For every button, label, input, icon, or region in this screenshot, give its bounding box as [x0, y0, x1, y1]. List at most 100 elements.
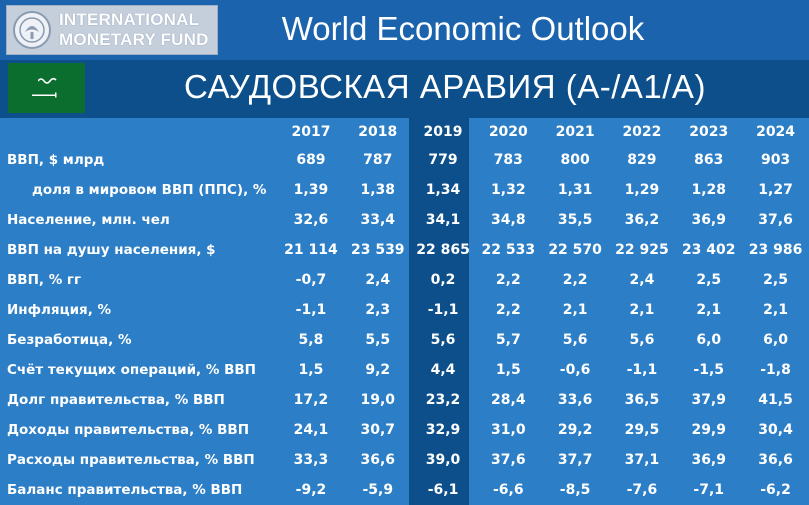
- cell-value: 36,9: [691, 452, 726, 468]
- cell-value: 783: [493, 152, 523, 168]
- row-label: Инфляция, %: [7, 302, 112, 318]
- cell-value: 2,1: [763, 302, 788, 318]
- table-row: Доходы правительства, % ВВП 24,1 30,7 32,9 3…: [0, 415, 809, 445]
- cell-value: 36,9: [691, 212, 726, 228]
- cell-value: -5,9: [362, 482, 394, 498]
- cell-value: 800: [560, 152, 590, 168]
- cell-value: -1,1: [427, 302, 459, 318]
- row-label: Счёт текущих операций, % ВВП: [7, 362, 256, 378]
- cell-value: 2,5: [696, 272, 722, 288]
- cell-value: 1,5: [298, 362, 324, 378]
- year-header: 2024: [756, 123, 796, 140]
- cell-value: 9,2: [365, 362, 391, 378]
- cell-value: 2,4: [365, 272, 391, 288]
- cell-value: 23 986: [748, 242, 803, 258]
- year-header: 2023: [689, 123, 729, 140]
- table-row: Баланс правительства, % ВВП -9,2 -5,9 -6,1 -…: [0, 475, 809, 505]
- cell-value: 24,1: [293, 422, 329, 438]
- cell-value: -1,5: [693, 362, 725, 378]
- table-row: ВВП, $ млрд 689 787 779 783 800 829 863 903: [0, 145, 809, 175]
- report-title: World Economic Outlook: [281, 10, 645, 47]
- table-row: Безработица, % 5,8 5,5 5,6 5,7 5,6 5,6 6,0 6,0: [0, 325, 809, 355]
- cell-value: 37,9: [691, 392, 726, 408]
- cell-value: 1,29: [624, 182, 660, 198]
- saudi-arabia-flag-icon: [8, 63, 85, 113]
- cell-value: 4,4: [430, 362, 456, 378]
- imf-seal-icon: [13, 11, 51, 49]
- flag-sword: [32, 92, 57, 98]
- cell-value: 863: [694, 152, 724, 168]
- cell-value: 5,6: [629, 332, 655, 348]
- cell-value: 29,5: [624, 422, 660, 438]
- cell-value: 37,6: [491, 452, 526, 468]
- org-name-line2: MONETARY FUND: [59, 30, 209, 49]
- table-row: доля в мировом ВВП (ППС), % 1,39 1,38 1,34 1…: [0, 175, 809, 205]
- cell-value: 1,31: [557, 182, 593, 198]
- country-title: САУДОВСКАЯ АРАВИЯ (A-/A1/A): [184, 68, 706, 105]
- cell-value: 689: [296, 152, 326, 168]
- cell-value: 2,1: [562, 302, 588, 318]
- cell-value: 2,3: [365, 302, 391, 318]
- cell-value: 23 539: [350, 242, 405, 258]
- cell-value: -9,2: [295, 482, 327, 498]
- cell-value: 17,2: [293, 392, 329, 408]
- header-band: INTERNATIONAL MONETARY FUND World Econom…: [0, 0, 809, 60]
- cell-value: 2,5: [763, 272, 788, 288]
- cell-value: 829: [627, 152, 657, 168]
- cell-value: 31,0: [491, 422, 526, 438]
- cell-value: 37,6: [758, 212, 793, 228]
- cell-value: 29,9: [691, 422, 726, 438]
- cell-value: -1,1: [626, 362, 658, 378]
- row-label: доля в мировом ВВП (ППС), %: [32, 182, 267, 198]
- cell-value: 33,3: [293, 452, 329, 468]
- cell-value: 787: [363, 152, 393, 168]
- cell-value: 33,4: [360, 212, 396, 228]
- cell-value: 1,5: [495, 362, 521, 378]
- year-header: 2021: [555, 123, 595, 140]
- cell-value: -6,6: [492, 482, 524, 498]
- cell-value: -6,2: [760, 482, 791, 498]
- cell-value: 37,1: [624, 452, 660, 468]
- row-label: Расходы правительства, % ВВП: [7, 452, 255, 468]
- cell-value: 34,1: [425, 212, 461, 228]
- year-header: 2019: [423, 123, 463, 140]
- table-row: Население, млн. чел 32,6 33,4 34,1 34,8 35,5 3…: [0, 205, 809, 235]
- cell-value: 30,4: [758, 422, 793, 438]
- cell-value: -0,6: [559, 362, 591, 378]
- highlighted-year-column: [409, 118, 469, 505]
- cell-value: 779: [428, 152, 458, 168]
- economic-indicators-table: 2017 2018 2019 2020 2021 2022 2023 2024 …: [0, 118, 809, 505]
- cell-value: 1,39: [293, 182, 329, 198]
- cell-value: 41,5: [758, 392, 793, 408]
- cell-value: 29,2: [557, 422, 593, 438]
- year-header: 2018: [358, 123, 398, 140]
- cell-value: 21 114: [284, 242, 338, 258]
- row-label: ВВП на душу населения, $: [7, 242, 216, 258]
- year-header-row: 2017 2018 2019 2020 2021 2022 2023 2024: [0, 118, 809, 145]
- cell-value: 19,0: [360, 392, 396, 408]
- cell-value: 22 865: [416, 242, 470, 258]
- row-label: Безработица, %: [7, 332, 132, 348]
- cell-value: 2,2: [562, 272, 588, 288]
- data-table-area: 2017 2018 2019 2020 2021 2022 2023 2024 …: [0, 118, 809, 505]
- cell-value: 2,4: [629, 272, 655, 288]
- cell-value: -1,1: [295, 302, 327, 318]
- row-label: Долг правительства, % ВВП: [7, 392, 225, 408]
- cell-value: 1,32: [491, 182, 526, 198]
- cell-value: 6,0: [696, 332, 722, 348]
- cell-value: 36,2: [624, 212, 660, 228]
- row-label: ВВП, $ млрд: [7, 152, 105, 168]
- cell-value: 37,7: [557, 452, 593, 468]
- cell-value: 23,2: [425, 392, 461, 408]
- year-header: 2022: [622, 123, 662, 140]
- row-label: ВВП, % гг: [7, 272, 82, 288]
- table-row: Инфляция, % -1,1 2,3 -1,1 2,2 2,1 2,1 2,1 2,1: [0, 295, 809, 325]
- cell-value: 22 570: [548, 242, 602, 258]
- cell-value: 33,6: [557, 392, 593, 408]
- org-name: INTERNATIONAL MONETARY FUND: [59, 10, 217, 50]
- table-row: Долг правительства, % ВВП 17,2 19,0 23,2 28,…: [0, 385, 809, 415]
- cell-value: 5,5: [365, 332, 391, 348]
- cell-value: 23 402: [681, 242, 736, 258]
- cell-value: 2,1: [696, 302, 722, 318]
- cell-value: 36,5: [624, 392, 660, 408]
